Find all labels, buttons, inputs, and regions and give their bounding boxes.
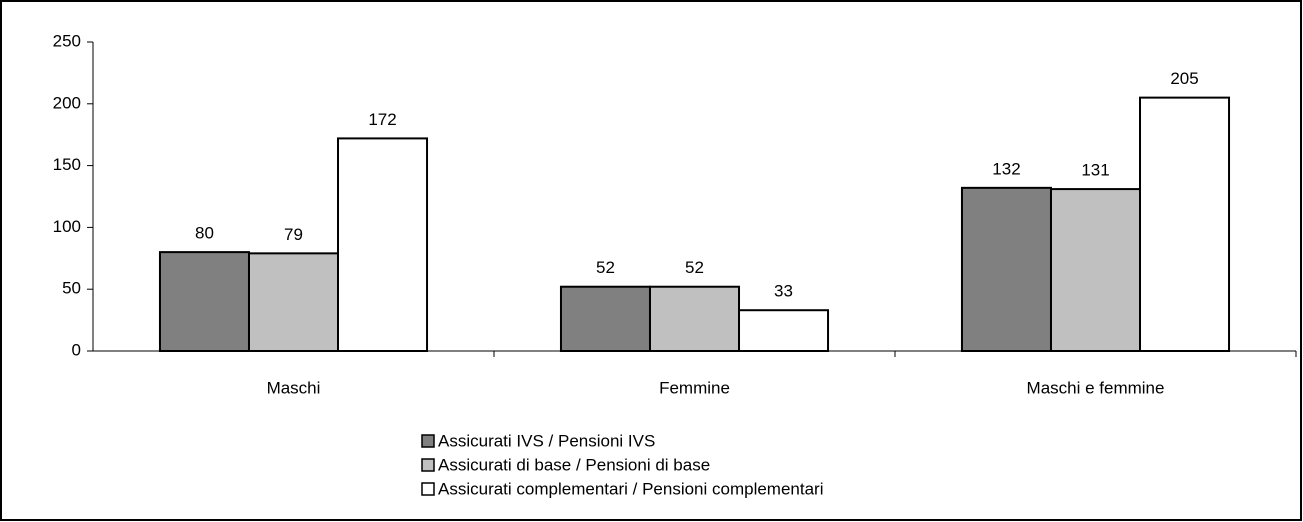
bar [158, 251, 250, 352]
bar [1139, 96, 1231, 353]
bar [648, 285, 741, 352]
legend-label: Assicurati complementari / Pensioni comp… [438, 479, 824, 498]
data-label: 131 [1081, 161, 1109, 180]
data-label: 205 [1170, 69, 1198, 88]
bar [738, 309, 830, 353]
bar [559, 285, 651, 352]
x-tick-label: Maschi [267, 378, 321, 397]
legend-label: Assicurati IVS / Pensioni IVS [438, 431, 655, 450]
data-label: 33 [774, 282, 793, 301]
bar [247, 252, 340, 352]
y-tick-label: 250 [53, 31, 81, 50]
bar [337, 137, 429, 352]
data-label: 172 [368, 110, 396, 129]
legend-swatch [421, 482, 435, 496]
legend-swatch [421, 458, 435, 472]
legend-label: Assicurati di base / Pensioni di base [438, 455, 710, 474]
bar [1049, 188, 1142, 352]
bar [960, 186, 1052, 352]
data-label: 52 [685, 258, 704, 277]
data-label: 79 [284, 225, 303, 244]
y-tick-label: 200 [53, 93, 81, 112]
y-tick-label: 50 [62, 279, 81, 298]
y-tick-label: 0 [72, 340, 81, 359]
data-label: 80 [195, 224, 214, 243]
y-tick-label: 150 [53, 155, 81, 174]
data-label: 132 [992, 159, 1020, 178]
x-tick-label: Femmine [659, 378, 730, 397]
legend-swatch [421, 434, 435, 448]
y-tick-label: 100 [53, 217, 81, 236]
x-tick-label: Maschi e femmine [1027, 378, 1165, 397]
data-label: 52 [596, 258, 615, 277]
